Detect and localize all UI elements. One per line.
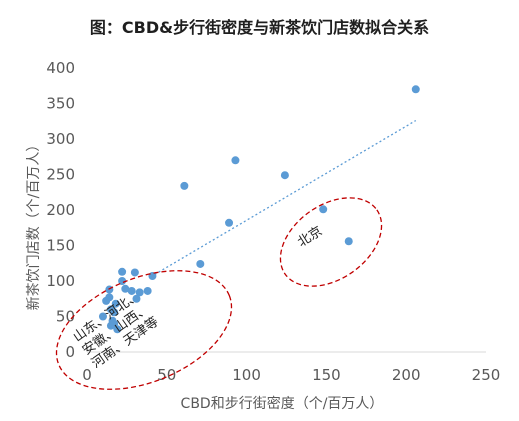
- data-point: [196, 259, 205, 268]
- data-point: [411, 85, 420, 94]
- x-axis-title: CBD和步行街密度（个/百万人）: [181, 395, 384, 412]
- y-axis-title: 新茶饮门店数（个/百万人）: [26, 138, 42, 311]
- data-point: [110, 308, 119, 317]
- beijing-outlier-ellipse: [279, 197, 383, 287]
- y-tick-label: 200: [46, 201, 75, 219]
- y-tick-label: 0: [65, 343, 75, 361]
- x-tick-label: 50: [157, 366, 176, 384]
- data-point: [130, 268, 139, 277]
- provinces-label-text: 山东、河北、安徽、山西、河南、天津等: [71, 288, 162, 371]
- y-tick-label: 300: [46, 130, 75, 148]
- x-tick-label: 150: [312, 366, 341, 384]
- data-point: [106, 321, 115, 330]
- y-axis-ticks: 0 50 100 150 200 250 300 350 400: [46, 59, 75, 361]
- y-tick-label: 150: [46, 237, 75, 255]
- data-point: [280, 171, 289, 180]
- data-point: [143, 286, 152, 295]
- chart-title: 图：CBD&步行街密度与新茶饮门店数拟合关系: [89, 18, 430, 37]
- y-tick-label: 50: [56, 308, 75, 326]
- data-point: [127, 286, 136, 295]
- x-tick-label: 0: [82, 366, 92, 384]
- data-points: [98, 85, 420, 334]
- data-point: [319, 205, 328, 214]
- provinces-cluster-ellipse: [55, 270, 233, 390]
- y-tick-label: 400: [46, 59, 75, 77]
- data-point: [118, 267, 127, 276]
- x-axis-ticks: 0 50 100 150 200 250: [82, 366, 500, 384]
- x-tick-label: 100: [232, 366, 261, 384]
- beijing-label: 北京: [295, 224, 325, 251]
- provinces-label: 山东、河北、安徽、山西、河南、天津等: [71, 288, 162, 371]
- y-tick-label: 350: [46, 95, 75, 113]
- data-point: [135, 288, 144, 297]
- data-point: [180, 181, 189, 190]
- x-tick-label: 200: [392, 366, 421, 384]
- data-point: [225, 218, 234, 227]
- trendline: [150, 119, 417, 278]
- x-tick-label: 250: [472, 366, 501, 384]
- y-tick-label: 250: [46, 166, 75, 184]
- data-point: [121, 284, 130, 293]
- data-point: [231, 156, 240, 165]
- y-tick-label: 100: [46, 272, 75, 290]
- data-point: [344, 237, 353, 246]
- data-point: [113, 325, 122, 334]
- data-point: [98, 312, 107, 321]
- data-point: [132, 294, 141, 303]
- data-point: [102, 296, 111, 305]
- data-point: [111, 299, 120, 308]
